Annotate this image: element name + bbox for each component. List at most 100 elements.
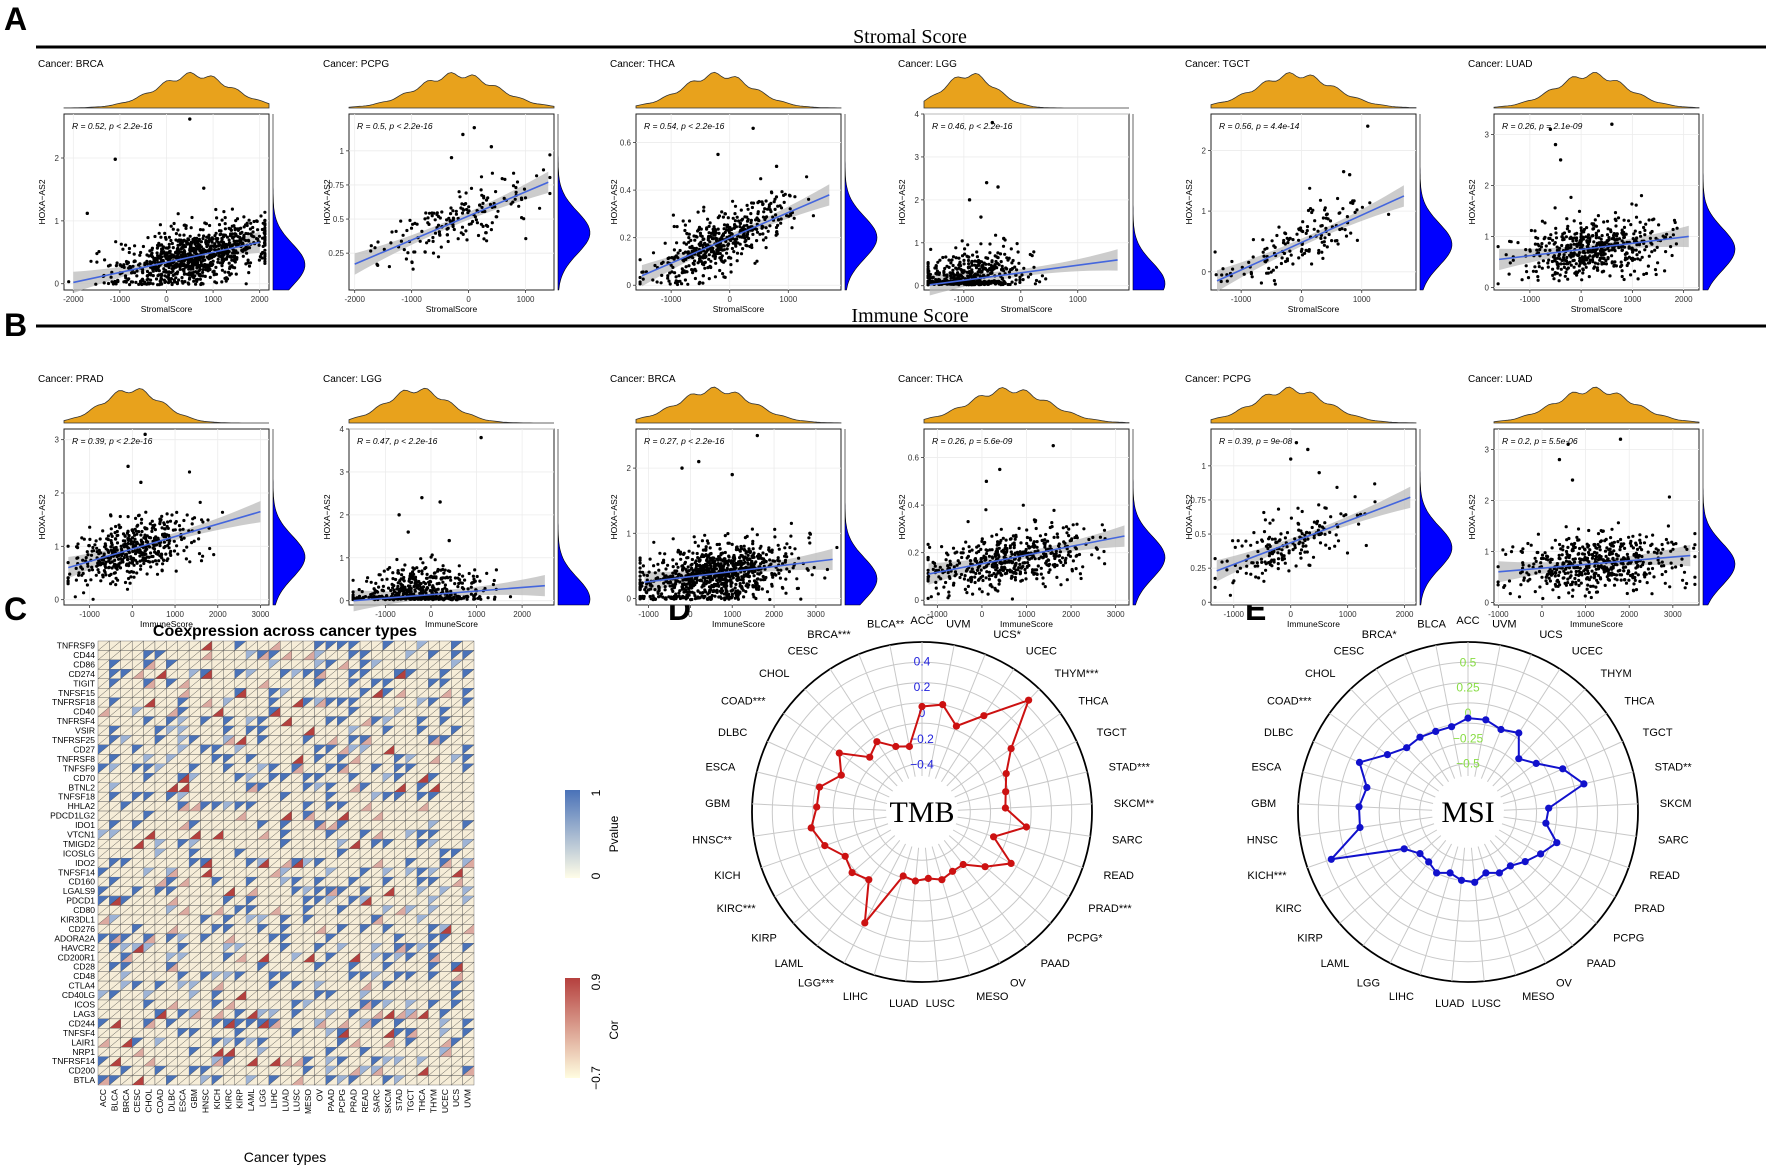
- data-point: [460, 586, 464, 590]
- data-point: [113, 531, 117, 535]
- data-point: [123, 544, 127, 548]
- data-point: [461, 132, 465, 137]
- data-point: [723, 534, 727, 538]
- data-point: [1552, 242, 1556, 246]
- data-point: [201, 268, 205, 272]
- data-point: [712, 561, 716, 565]
- data-point: [649, 597, 653, 601]
- data-point: [479, 435, 483, 440]
- data-point: [449, 206, 453, 210]
- data-point: [199, 559, 204, 563]
- data-point: [492, 578, 496, 583]
- data-point: [722, 223, 727, 227]
- data-point: [751, 553, 755, 557]
- data-point: [185, 545, 189, 549]
- data-point: [95, 546, 99, 550]
- data-point: [215, 216, 219, 220]
- data-point: [195, 241, 199, 245]
- data-point: [163, 254, 167, 258]
- data-point: [1631, 237, 1635, 241]
- data-point: [1011, 258, 1015, 263]
- data-point: [693, 238, 697, 242]
- data-point: [1310, 210, 1314, 215]
- data-point: [116, 578, 120, 582]
- data-point: [177, 278, 181, 282]
- data-point: [722, 227, 726, 231]
- data-point: [735, 251, 740, 255]
- data-point: [419, 582, 423, 586]
- data-point: [132, 575, 136, 579]
- data-point: [429, 555, 433, 559]
- data-point: [207, 238, 212, 242]
- data-point: [1655, 245, 1659, 249]
- data-point: [1305, 229, 1309, 233]
- data-point: [485, 239, 489, 243]
- data-point: [1639, 234, 1643, 238]
- data-point: [751, 547, 755, 551]
- data-point: [182, 245, 186, 249]
- data-point: [1338, 211, 1342, 215]
- data-point: [1313, 219, 1317, 223]
- data-point: [224, 279, 228, 283]
- data-point: [1531, 269, 1535, 273]
- data-point: [263, 235, 267, 239]
- data-point: [714, 261, 718, 265]
- data-point: [256, 228, 260, 232]
- data-point: [435, 211, 439, 215]
- data-point: [729, 567, 733, 571]
- data-point: [715, 578, 719, 583]
- data-point: [476, 233, 481, 238]
- data-point: [1587, 240, 1591, 244]
- data-point: [88, 525, 92, 529]
- data-point: [1582, 227, 1586, 232]
- data-point: [395, 557, 399, 562]
- data-point: [706, 266, 710, 270]
- data-point: [237, 227, 241, 231]
- data-point: [427, 580, 431, 584]
- data-point: [380, 578, 384, 582]
- data-point: [170, 513, 174, 517]
- data-point: [167, 242, 171, 246]
- data-point: [474, 218, 478, 222]
- data-point: [120, 553, 124, 558]
- data-point: [159, 235, 163, 239]
- data-point: [174, 232, 178, 236]
- data-point: [1581, 257, 1585, 261]
- data-point: [110, 280, 114, 284]
- x-axis-label: StromalScore: [426, 304, 478, 314]
- data-point: [1565, 255, 1569, 260]
- data-point: [447, 538, 451, 543]
- data-point: [257, 234, 262, 238]
- data-point: [756, 210, 760, 214]
- data-point: [766, 229, 770, 233]
- data-point: [486, 196, 490, 200]
- data-point: [145, 278, 149, 282]
- data-point: [745, 203, 749, 207]
- data-point: [774, 164, 779, 169]
- data-point: [1349, 231, 1353, 235]
- data-point: [486, 224, 490, 228]
- y-axis-label: HOXA−AS2: [609, 179, 619, 224]
- top-density: [348, 72, 555, 109]
- data-point: [726, 243, 730, 247]
- data-point: [705, 226, 709, 230]
- y-axis-label: HOXA−AS2: [37, 179, 47, 224]
- data-point: [1018, 280, 1022, 284]
- data-point: [405, 228, 409, 233]
- data-point: [182, 238, 186, 242]
- data-point: [514, 185, 518, 190]
- data-point: [1613, 211, 1618, 215]
- data-point: [406, 530, 410, 534]
- data-point: [789, 521, 794, 526]
- data-point: [223, 222, 227, 226]
- data-point: [952, 275, 956, 279]
- data-point: [423, 250, 427, 254]
- data-point: [1540, 242, 1544, 246]
- data-point: [160, 514, 164, 519]
- data-point: [926, 280, 930, 284]
- data-point: [956, 275, 960, 279]
- data-point: [171, 528, 175, 532]
- data-point: [119, 242, 123, 246]
- data-point: [785, 567, 789, 571]
- data-point: [158, 223, 162, 227]
